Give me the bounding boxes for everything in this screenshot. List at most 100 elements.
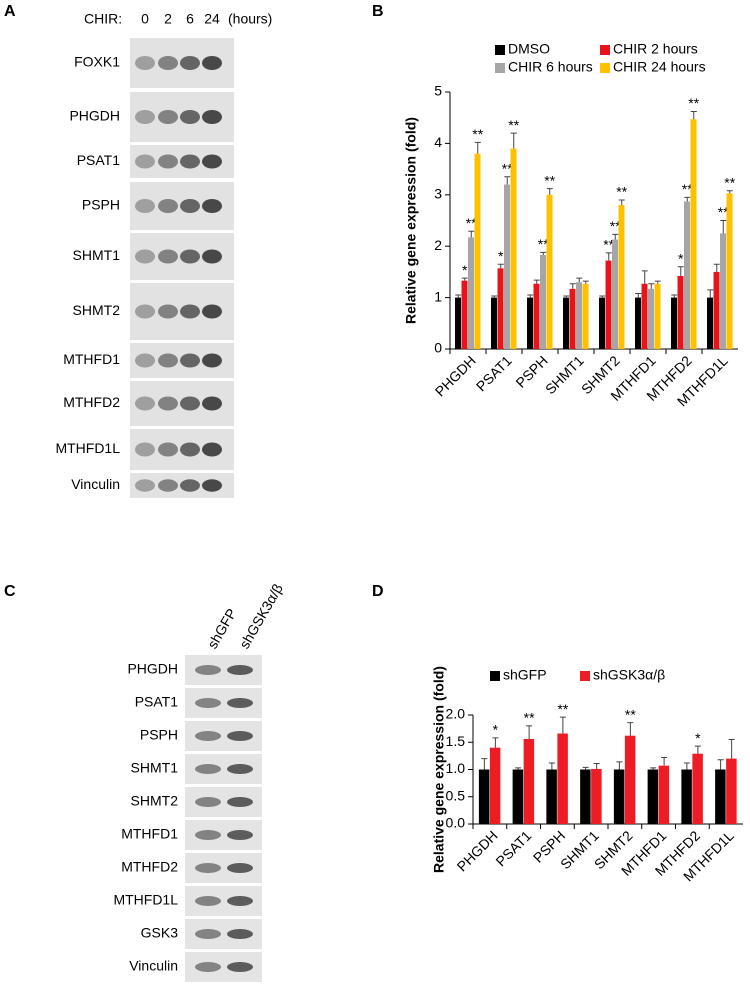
unit-label: (hours) (228, 11, 272, 27)
blot-band (227, 698, 253, 708)
blot-band (180, 479, 200, 492)
blot-band (195, 665, 221, 675)
blot-band (180, 353, 200, 368)
error-bar (548, 762, 555, 770)
blot-band (180, 154, 200, 169)
significance-label: ** (718, 204, 729, 220)
lane-label: 24 (204, 11, 220, 27)
error-bar (654, 280, 661, 284)
row-label: SHMT2 (73, 302, 121, 318)
bar (455, 297, 461, 349)
significance-label: ** (502, 161, 513, 177)
error-bar (527, 294, 534, 298)
significance-label: ** (538, 236, 549, 252)
panel-label: C (4, 583, 16, 600)
bar (468, 237, 474, 349)
blot-band (158, 479, 178, 492)
error-bar (515, 767, 522, 770)
legend-label: DMSO (508, 41, 550, 57)
bar (461, 280, 468, 349)
error-bar (474, 141, 481, 154)
error-bar (455, 294, 462, 298)
bar (647, 769, 659, 824)
error-bar (661, 757, 668, 766)
bar (533, 283, 540, 349)
error-bar (720, 220, 727, 234)
bar (576, 282, 582, 349)
lane-label: 0 (141, 11, 149, 27)
blot-band (202, 56, 222, 70)
bar (692, 753, 703, 824)
panel-label: A (4, 3, 16, 20)
bar (684, 201, 690, 349)
bar (658, 765, 670, 824)
x-tick-label: SHMT1 (542, 352, 587, 397)
significance-label: ** (508, 117, 519, 133)
bar (654, 283, 661, 349)
error-bar (707, 289, 714, 298)
error-bar (497, 263, 504, 269)
y-tick-label: 1.0 (446, 760, 466, 776)
legend-label: CHIR 2 hours (613, 41, 698, 57)
blot-band (135, 199, 155, 213)
error-bar (481, 758, 488, 770)
blot-band (135, 110, 155, 124)
y-tick-label: 0.5 (446, 787, 466, 803)
row-label: GSK3 (141, 925, 179, 941)
blot-band (195, 962, 221, 972)
row-label: Vinculin (129, 958, 178, 974)
significance-label: * (493, 722, 499, 738)
lane-label: 6 (186, 11, 194, 27)
bar (641, 283, 648, 349)
blot-band (158, 110, 178, 124)
error-bar (648, 283, 655, 289)
blot-band (158, 56, 178, 70)
legend-swatch (600, 45, 610, 55)
row-label: PSAT1 (135, 694, 179, 710)
blot-band (195, 830, 221, 840)
significance-label: ** (557, 701, 568, 717)
blot-band (135, 479, 155, 492)
error-bar (690, 111, 697, 120)
bar (491, 297, 497, 349)
bar (512, 769, 524, 824)
blot-band (135, 154, 155, 169)
blot-band (195, 929, 221, 939)
error-bar (612, 233, 619, 240)
significance-label: ** (682, 181, 693, 197)
bar (478, 769, 490, 824)
x-tick-label: PHGDH (454, 827, 501, 874)
bar (563, 297, 569, 349)
blot-band (202, 199, 222, 213)
blot-band (180, 396, 200, 411)
bar (546, 769, 557, 824)
row-label: PHGDH (69, 108, 120, 124)
bar (618, 205, 625, 349)
row-label: MTHFD1L (55, 440, 120, 456)
significance-label: ** (544, 172, 555, 188)
error-bar (540, 251, 547, 255)
significance-label: ** (472, 126, 483, 142)
legend-swatch (600, 63, 610, 73)
error-bar (576, 277, 583, 283)
bar (613, 769, 625, 824)
blot-band (135, 56, 155, 70)
panel-label: D (372, 583, 384, 600)
row-label: MTHFD1 (121, 826, 178, 842)
bar (690, 119, 697, 349)
blot-band (180, 442, 200, 457)
blot-band (227, 830, 253, 840)
blot-band (195, 863, 221, 873)
x-tick-label: PHGDH (432, 352, 479, 399)
error-bar (582, 766, 589, 770)
bar (523, 738, 535, 824)
x-tick-label: PSAT1 (492, 827, 534, 869)
error-bar (728, 739, 735, 759)
y-tick-label: 1 (434, 288, 442, 304)
bar (580, 769, 591, 824)
y-axis-label: Relative gene expression (fold) (431, 666, 447, 873)
error-bar (491, 295, 498, 298)
bar (546, 194, 553, 349)
blot-band (195, 731, 221, 741)
blot-band (202, 249, 222, 264)
